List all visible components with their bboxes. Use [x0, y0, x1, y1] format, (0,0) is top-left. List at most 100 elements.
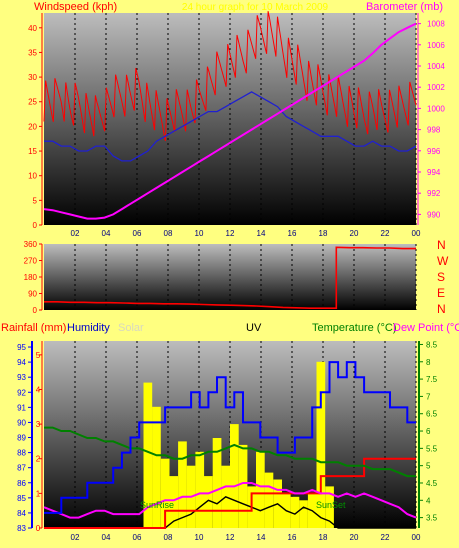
temperature-tick-label: 4.5 — [426, 479, 438, 488]
wind-x-tick-label: 08 — [164, 229, 173, 238]
climate-x-tick-label: 04 — [102, 533, 111, 542]
humidity-series-line — [44, 361, 416, 514]
wind-direction-series-line — [44, 246, 416, 309]
wind-gust-series-line — [43, 11, 417, 142]
climate-x-tick-label: 10 — [195, 533, 204, 542]
rainfall-axis-label: Rainfall (mm) — [1, 322, 66, 334]
wind-left-tick-label: 30 — [28, 73, 37, 82]
wind-left-tick-label: 40 — [28, 24, 37, 33]
solar-bar — [230, 424, 239, 528]
baro-right-tick-label: 996 — [427, 147, 441, 156]
humidity-tick-label: 90 — [17, 418, 26, 427]
compass-label-n-top: N — [437, 238, 446, 252]
solar-bar — [264, 472, 274, 528]
climate-x-tick-label: 12 — [226, 533, 235, 542]
baro-right-tick-label: 1006 — [427, 41, 445, 50]
climate-x-tick-label: 14 — [257, 533, 266, 542]
rain-tick-label: 5 — [36, 351, 41, 360]
temperature-tick-label: 8.5 — [426, 340, 438, 349]
solar-bar — [160, 458, 170, 528]
solar-bar — [299, 500, 308, 528]
temperature-tick-label: 5 — [426, 462, 431, 471]
baro-right-tick-label: 998 — [427, 126, 441, 135]
wind-left-tick-label: 15 — [28, 147, 37, 156]
wind-left-tick-label: 25 — [28, 98, 37, 107]
wind-x-tick-label: 22 — [381, 229, 390, 238]
temperature-tick-label: 3.5 — [426, 514, 438, 523]
solar-bar — [178, 441, 187, 528]
solar-bar — [290, 496, 300, 528]
solar-label: Solar — [118, 322, 144, 334]
barometer-axis-label: Barometer (mb) — [366, 1, 443, 13]
rain-tick-label: 2 — [36, 455, 41, 464]
rain-tick-label: 1 — [36, 489, 41, 498]
humidity-tick-label: 93 — [17, 373, 26, 382]
humidity-tick-label: 87 — [17, 464, 26, 473]
humidity-tick-label: 91 — [17, 403, 26, 412]
humidity-tick-label: 95 — [17, 343, 26, 352]
climate-x-tick-label: 00 — [412, 533, 421, 542]
wind-left-tick-label: 20 — [28, 122, 37, 131]
direction-tick-label: 90 — [28, 290, 37, 299]
climate-x-tick-label: 22 — [381, 533, 390, 542]
humidity-axis-label: Humidity — [67, 322, 110, 334]
climate-x-tick-label: 16 — [288, 533, 297, 542]
wind-x-tick-label: 06 — [133, 229, 142, 238]
direction-tick-label: 0 — [33, 306, 38, 315]
sunset-annotation: SunSet — [316, 500, 346, 510]
climate-x-tick-label: 02 — [71, 533, 80, 542]
temperature-tick-label: 6 — [426, 427, 431, 436]
temperature-series-line — [44, 426, 416, 478]
uv-label: UV — [246, 322, 262, 334]
chart-title: 24 hour graph for 10 March 2009 — [182, 2, 329, 13]
humidity-tick-label: 86 — [17, 479, 26, 488]
humidity-tick-label: 85 — [17, 494, 26, 503]
baro-right-tick-label: 992 — [427, 189, 441, 198]
rain-tick-label: 4 — [36, 385, 41, 394]
solar-bar — [152, 406, 161, 528]
baro-right-tick-label: 990 — [427, 210, 441, 219]
temperature-tick-label: 5.5 — [426, 444, 438, 453]
rainfall-series-line — [44, 457, 416, 529]
compass-label-s: S — [437, 270, 445, 284]
baro-right-tick-label: 994 — [427, 168, 441, 177]
direction-tick-label: 270 — [24, 257, 38, 266]
direction-tick-label: 180 — [24, 273, 38, 282]
solar-bar — [325, 486, 334, 528]
solar-bar — [169, 476, 179, 528]
humidity-tick-label: 94 — [17, 358, 26, 367]
baro-right-tick-label: 1008 — [427, 20, 445, 29]
temperature-tick-label: 7 — [426, 392, 431, 401]
climate-x-tick-label: 06 — [133, 533, 142, 542]
wind-x-tick-label: 00 — [412, 229, 421, 238]
wind-average-series-line — [44, 91, 417, 162]
solar-bar — [212, 438, 222, 528]
temperature-axis-label: Temperature (°C) — [312, 322, 396, 334]
baro-right-tick-label: 1002 — [427, 83, 445, 92]
baro-right-tick-label: 1004 — [427, 62, 445, 71]
solar-bar — [195, 451, 205, 528]
solar-bar — [143, 382, 153, 528]
climate-x-tick-label: 20 — [350, 533, 359, 542]
wind-x-tick-label: 18 — [319, 229, 328, 238]
compass-label-n-bottom: N — [437, 302, 446, 316]
humidity-tick-label: 89 — [17, 434, 26, 443]
direction-tick-label: 360 — [24, 240, 38, 249]
wind-x-tick-label: 10 — [195, 229, 204, 238]
wind-x-tick-label: 12 — [226, 229, 235, 238]
wind-x-tick-label: 02 — [71, 229, 80, 238]
solar-bar — [316, 361, 326, 528]
wind-x-tick-label: 20 — [350, 229, 359, 238]
humidity-tick-label: 83 — [17, 524, 26, 533]
wind-left-tick-label: 0 — [33, 221, 38, 230]
baro-right-tick-label: 1000 — [427, 104, 445, 113]
temperature-tick-label: 8 — [426, 358, 431, 367]
wind-left-tick-label: 5 — [33, 196, 38, 205]
wind-left-tick-label: 10 — [28, 172, 37, 181]
dewpoint-axis-label: Dew Point (°C) — [393, 322, 459, 334]
rain-tick-label: 3 — [36, 420, 41, 429]
wind-x-tick-label: 14 — [257, 229, 266, 238]
wind-left-tick-label: 35 — [28, 48, 37, 57]
humidity-tick-label: 88 — [17, 449, 26, 458]
